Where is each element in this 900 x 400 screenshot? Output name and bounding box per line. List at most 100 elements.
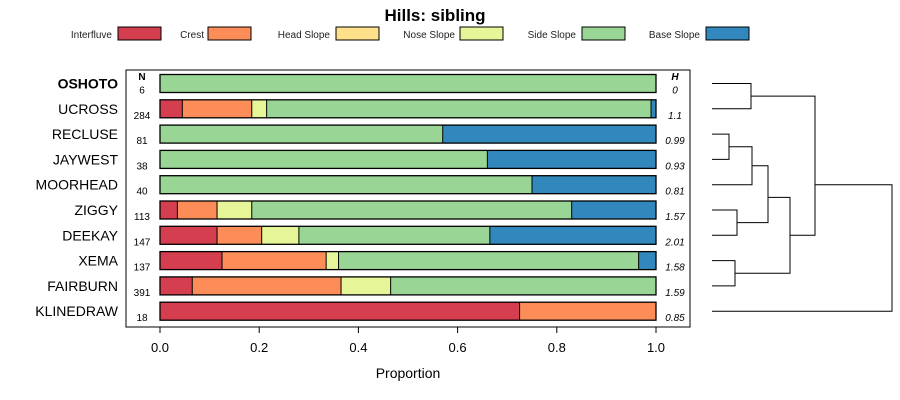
bar-segment-base-slope [651, 99, 656, 118]
bar-outline [159, 225, 657, 245]
bar-segment-side-slope [251, 201, 572, 219]
bar-outline [159, 301, 657, 321]
legend-label-head-slope: Head Slope [278, 30, 331, 41]
dendrogram [712, 83, 893, 312]
bar-segment-interfluve [160, 226, 218, 245]
bar-segment-side-slope [390, 276, 656, 295]
n-header: N [138, 72, 145, 83]
bar-segment-side-slope [160, 150, 488, 169]
bar-segment-side-slope [160, 175, 532, 194]
row-recluse: RECLUSE 81 0.99 [52, 124, 685, 147]
row-moorhead: MOORHEAD 40 0.81 [36, 175, 685, 198]
row-jaywest: JAYWEST 38 0.93 [53, 149, 685, 172]
bar-outline [159, 149, 657, 170]
h-value: 0.93 [665, 161, 685, 172]
bar-segment-side-slope [160, 74, 656, 93]
bar-outline [159, 250, 657, 271]
legend-swatch-base-slope [705, 26, 750, 41]
n-value: 137 [134, 263, 151, 274]
bar-segment-crest [182, 99, 252, 118]
h-value: 0.81 [665, 187, 684, 198]
site-label: MOORHEAD [36, 177, 118, 193]
n-value: 38 [136, 161, 148, 172]
site-label: DEEKAY [62, 227, 118, 243]
legend: Interfluve Crest Head Slope Nose Slope Side … [71, 26, 750, 41]
legend-swatch-interfluve [117, 26, 162, 41]
bar-segment-crest [222, 251, 327, 270]
plot-frame [125, 69, 691, 328]
row-ziggy: ZIGGY 113 1.57 [74, 200, 685, 223]
row-klinedraw: KLINEDRAW 18 0.85 [35, 301, 685, 324]
bar-segment-nose-slope [326, 251, 339, 270]
legend-label-base-slope: Base Slope [649, 30, 701, 41]
x-axis: 0.0 0.2 0.4 0.6 0.8 1.0 [151, 327, 665, 355]
dendrogram-branch [712, 209, 738, 236]
row-deekay: DEEKAY 147 2.01 [62, 225, 685, 248]
row-xema: XEMA 137 1.58 [78, 250, 685, 274]
bar-segment-interfluve [160, 201, 178, 219]
n-value: 6 [139, 86, 145, 97]
n-value: 147 [134, 237, 151, 248]
h-value: 1.57 [665, 212, 685, 223]
h-header: H [671, 72, 679, 83]
x-tick-label: 0.8 [548, 340, 566, 355]
legend-swatch-side-slope [581, 26, 626, 41]
bar-segment-nose-slope [261, 226, 299, 245]
legend-label-interfluve: Interfluve [71, 30, 113, 41]
h-value: 0 [672, 86, 678, 97]
bar-segment-crest [192, 276, 342, 295]
x-tick-label: 0.0 [151, 340, 169, 355]
legend-swatch-nose-slope [459, 26, 504, 41]
n-value: 40 [136, 187, 148, 198]
legend-swatch-head-slope [335, 26, 380, 41]
bar-segment-interfluve [160, 276, 193, 295]
site-label: FAIRBURN [47, 278, 118, 294]
bar-segment-interfluve [160, 251, 222, 270]
dendrogram-branch [712, 83, 752, 110]
bar-segment-nose-slope [341, 276, 391, 295]
bar-segment-base-slope [532, 175, 656, 194]
site-label: UCROSS [58, 101, 118, 117]
bar-segment-side-slope [160, 125, 443, 144]
h-value: 1.58 [665, 263, 685, 274]
bar-segment-nose-slope [251, 99, 267, 118]
site-label: JAYWEST [53, 151, 119, 167]
bar-segment-nose-slope [217, 201, 252, 219]
bar-segment-interfluve [160, 99, 183, 118]
bar-segment-crest [519, 302, 656, 321]
legend-label-nose-slope: Nose Slope [403, 30, 455, 41]
bar-outline [159, 124, 657, 144]
dendrogram-branch [735, 196, 791, 274]
bar-outline [159, 200, 657, 220]
row-ucross: UCROSS 284 1.1 [58, 99, 682, 122]
h-value: 2.01 [664, 237, 684, 248]
site-label: ZIGGY [74, 202, 118, 218]
bar-segment-side-slope [338, 251, 639, 270]
legend-swatch-crest [207, 26, 252, 41]
n-value: 113 [134, 212, 150, 223]
bar-outline [159, 175, 657, 195]
dendrogram-branch [712, 260, 736, 287]
x-tick-label: 0.6 [449, 340, 467, 355]
site-label: RECLUSE [52, 126, 118, 142]
dendrogram-branch [712, 146, 753, 186]
h-value: 1.59 [665, 288, 685, 299]
x-tick-label: 1.0 [647, 340, 665, 355]
n-value: 81 [136, 136, 148, 147]
chart-title: Hills: sibling [384, 6, 485, 25]
h-value: 0.85 [665, 313, 685, 324]
bar-segment-interfluve [160, 302, 520, 321]
bar-outline [159, 73, 657, 94]
bar-segment-crest [217, 226, 262, 245]
bar-segment-crest [177, 201, 218, 219]
site-label: XEMA [78, 253, 118, 269]
row-fairburn: FAIRBURN 391 1.59 [47, 276, 685, 299]
x-axis-title: Proportion [376, 365, 441, 381]
x-tick-label: 0.4 [349, 340, 367, 355]
bar-segment-base-slope [571, 201, 656, 219]
n-value: 391 [134, 288, 151, 299]
dendrogram-branch [712, 184, 893, 312]
site-label: KLINEDRAW [35, 303, 119, 319]
dendrogram-branch [712, 133, 730, 160]
